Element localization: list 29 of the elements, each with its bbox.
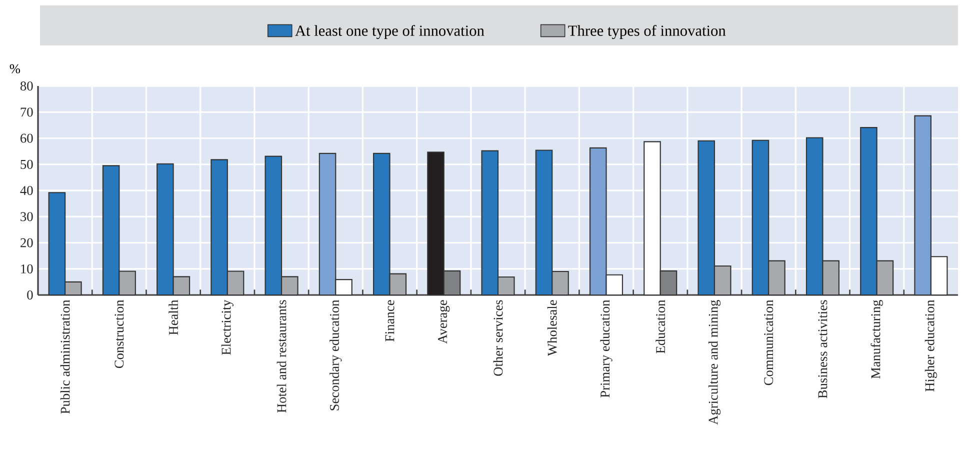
x-tick-label: Electricity <box>221 300 234 355</box>
y-tick-label: 10 <box>21 264 33 274</box>
x-tick-label: Education <box>656 300 666 354</box>
x-tick-label: Secondary education <box>330 300 342 410</box>
y-tick-label: 0 <box>27 290 33 300</box>
x-tick-label: Manufacturing <box>870 300 883 379</box>
y-axis-title: % <box>10 64 20 74</box>
x-tick-label: Other services <box>493 300 503 376</box>
x-tick-label: Business activities <box>818 300 828 398</box>
x-tick-label: Agriculture and mining <box>708 300 721 425</box>
y-tick-label: 70 <box>20 108 33 117</box>
x-tick-label: Wholesale <box>547 300 557 356</box>
x-tick-label: Communication <box>764 300 774 386</box>
y-tick-label: 30 <box>20 212 33 222</box>
y-tick-label: 60 <box>20 134 33 143</box>
x-tick-label: Public administration <box>60 300 70 414</box>
x-tick-label: Hotel and restaurants <box>276 300 286 413</box>
x-tick-label: Average <box>438 300 450 344</box>
x-tick-label: Higher education <box>924 300 938 392</box>
x-tick-label: Construction <box>114 300 124 368</box>
y-tick-label: 20 <box>20 238 33 248</box>
legend-label: At least one type of innovation <box>295 24 484 40</box>
y-tick-label: 40 <box>20 186 33 196</box>
y-tick-label: 80 <box>20 82 33 91</box>
legend-label: Three types of innovation <box>568 24 726 40</box>
x-tick-label: Primary education <box>600 300 612 398</box>
x-tick-label: Finance <box>385 300 394 342</box>
x-tick-label: Health <box>168 300 178 335</box>
y-tick-label: 50 <box>20 160 33 169</box>
